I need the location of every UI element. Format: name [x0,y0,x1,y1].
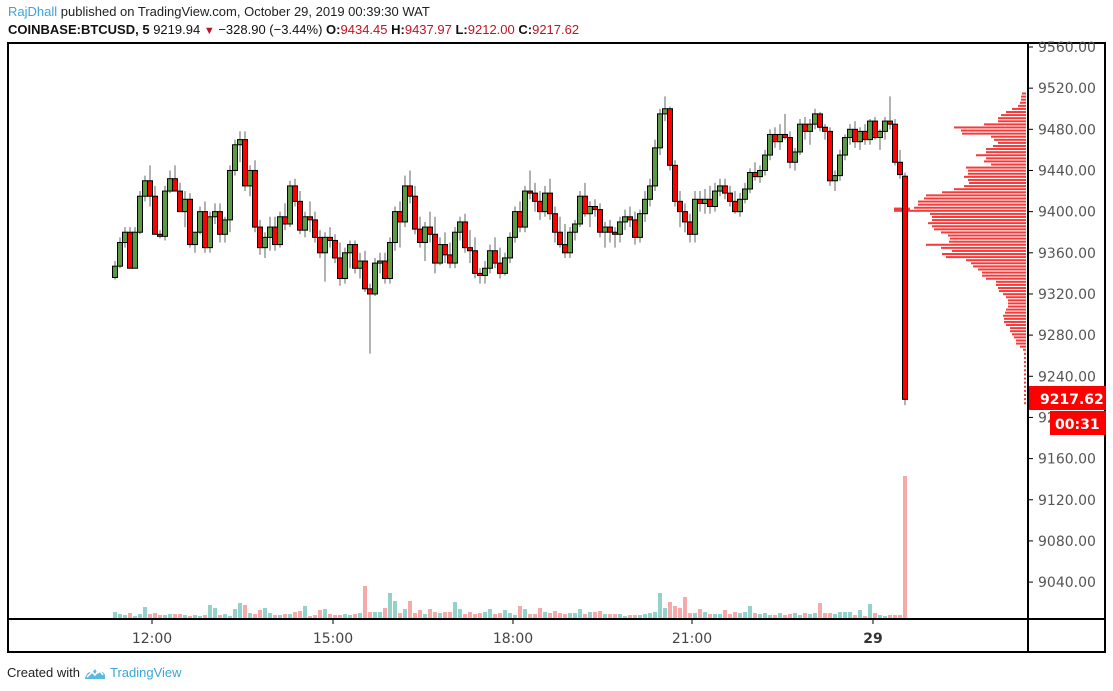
created-with-text: Created with [7,665,80,680]
price-tick-label: 9440.00 [1038,163,1096,179]
open-label: O: [326,22,341,37]
close-value: 9217.62 [532,22,580,37]
countdown-label: 00:31 [1055,417,1100,433]
down-arrow-icon: ▼ [203,25,215,37]
open-value: 9434.45 [340,22,388,37]
close-label: C: [518,22,533,37]
chart-frame [7,42,1106,653]
volume-profile [894,92,1026,405]
low-value: 9212.00 [467,22,515,37]
high-value: 9437.97 [404,22,452,37]
last-price: 9219.94 [153,22,201,37]
candles [112,96,908,406]
bar-countdown-tag: 00:31 [1050,411,1106,435]
time-tick-label: 29 [863,631,882,647]
price-tick-label: 9560.00 [1038,40,1096,56]
price-tick-label: 9320.00 [1038,287,1096,303]
time-tick-label: 21:00 [672,631,712,647]
symbol-legend: COINBASE:BTCUSD, 5 9219.94 ▼ −328.90 (−3… [8,22,579,37]
price-tick-label: 9280.00 [1038,328,1096,344]
published-text: published on TradingView.com, October 29… [60,4,430,19]
price-axis[interactable]: 9560.00 9520.00 9480.00 9440.00 9400.00 9360.… [1028,40,1096,591]
footer: Created with TradingView [7,665,182,680]
price-tick-label: 9160.00 [1038,452,1096,468]
price-tick-label: 9040.00 [1038,575,1096,591]
price-tick-label: 9080.00 [1038,534,1096,550]
high-label: H: [391,22,405,37]
tradingview-brand-link[interactable]: TradingView [109,665,182,680]
low-label: L: [455,22,468,37]
volume-bars [113,476,907,618]
price-change: −328.90 (−3.44%) [218,22,323,37]
price-tick-label: 9520.00 [1038,81,1096,97]
price-tick-label: 9480.00 [1038,122,1096,138]
price-tick-label: 9120.00 [1038,493,1096,509]
current-price-tag: 9217.62 [1029,386,1106,410]
price-tick-label: 9400.00 [1038,205,1096,221]
price-tick-label: 9240.00 [1038,369,1096,385]
current-price-label: 9217.62 [1040,392,1104,408]
time-axis[interactable]: 12:00 15:00 18:00 21:00 29 [132,619,883,647]
publish-info: RajDhall published on TradingView.com, O… [8,4,430,19]
time-tick-label: 18:00 [493,631,533,647]
author-link[interactable]: RajDhall [8,4,58,19]
time-tick-label: 12:00 [132,631,172,647]
symbol-name: COINBASE:BTCUSD, 5 [8,22,150,37]
price-tick-label: 9360.00 [1038,246,1096,262]
tradingview-logo-icon [84,668,105,679]
time-tick-label: 15:00 [313,631,353,647]
